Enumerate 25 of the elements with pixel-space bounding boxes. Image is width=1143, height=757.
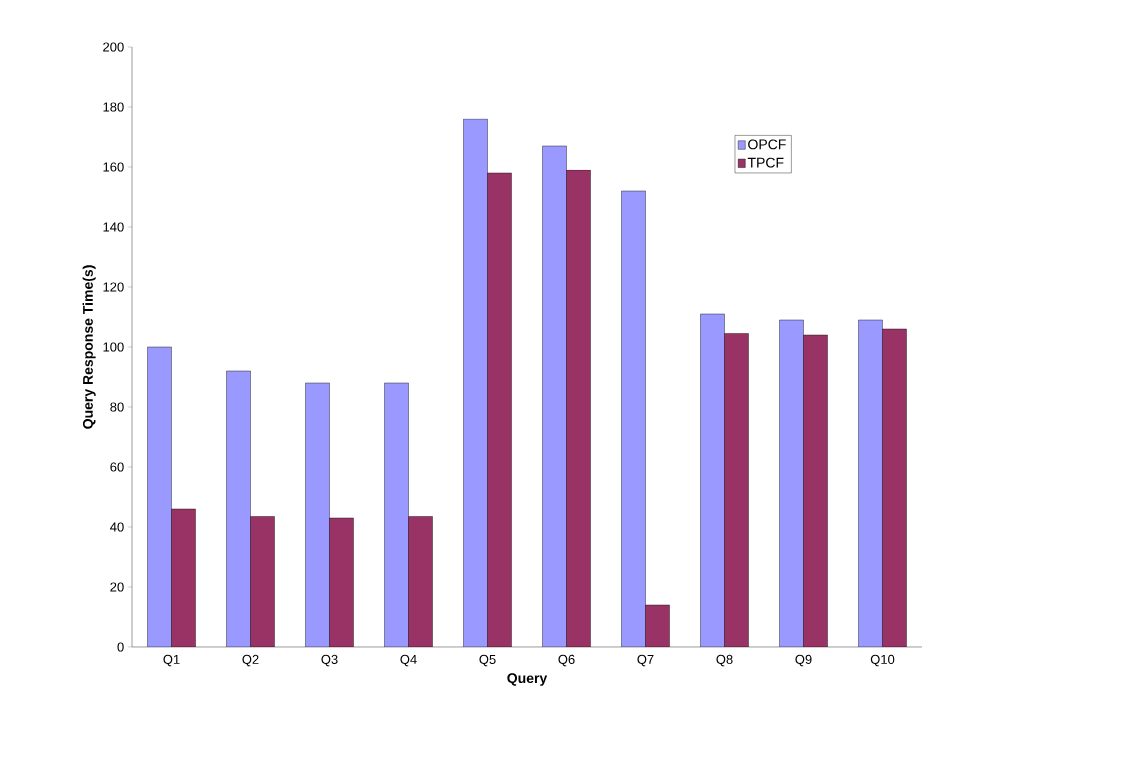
y-tick-label: 0 bbox=[117, 642, 124, 652]
y-tick-label: 20 bbox=[110, 582, 124, 592]
x-tick-label: Q2 bbox=[242, 654, 259, 667]
y-tick-label: 100 bbox=[103, 342, 124, 352]
x-tick-label: Q3 bbox=[321, 654, 338, 667]
x-tick-label: Q6 bbox=[558, 654, 575, 667]
x-tick-label: Q10 bbox=[870, 654, 895, 667]
y-tick-label: 120 bbox=[103, 282, 124, 292]
x-axis-title: Query bbox=[507, 673, 548, 686]
legend-label: TPCF bbox=[747, 157, 784, 168]
x-tick-label: Q7 bbox=[637, 654, 654, 667]
y-tick-label: 80 bbox=[110, 402, 124, 412]
legend-label: OPCF bbox=[748, 139, 786, 150]
x-tick-label: Q4 bbox=[400, 654, 417, 667]
x-tick-label: Q8 bbox=[716, 654, 733, 667]
y-tick-label: 200 bbox=[103, 42, 124, 52]
x-tick-label: Q5 bbox=[479, 654, 496, 667]
y-tick-label: 160 bbox=[103, 162, 124, 172]
y-tick-label: 180 bbox=[103, 102, 124, 112]
x-tick-label: Q9 bbox=[795, 654, 812, 667]
x-tick-label: Q1 bbox=[163, 654, 180, 667]
y-tick-label: 140 bbox=[103, 222, 124, 232]
y-tick-label: 40 bbox=[110, 522, 124, 532]
y-axis-title: Query Response Time(s) bbox=[82, 265, 96, 429]
y-tick-label: 60 bbox=[110, 462, 124, 472]
